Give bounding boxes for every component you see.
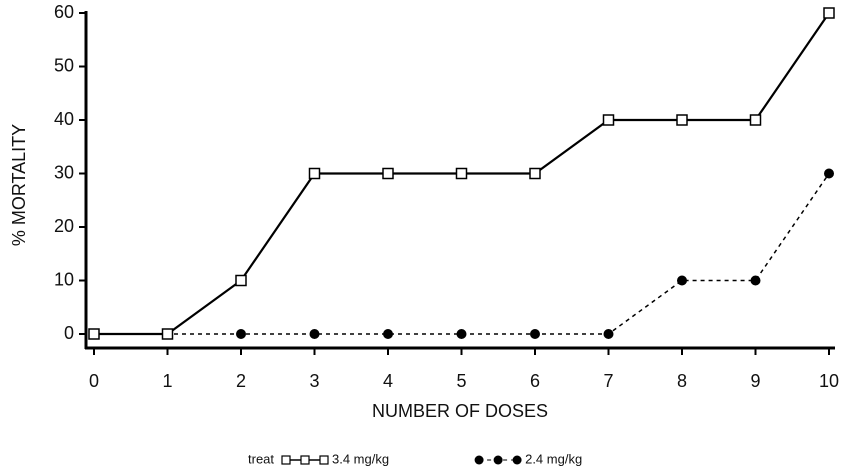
y-tick-label: 40 <box>54 109 74 129</box>
point <box>749 114 762 126</box>
point <box>677 275 687 286</box>
x-tick-label: 0 <box>89 371 99 391</box>
y-tick-label: 10 <box>54 269 74 289</box>
legend-marker <box>300 455 310 465</box>
legend-title: treat <box>248 451 274 466</box>
point <box>676 114 688 126</box>
x-tick-label: 4 <box>383 371 393 391</box>
legend-marker <box>281 455 291 465</box>
point <box>529 167 541 180</box>
point <box>455 167 468 180</box>
y-tick-label: 60 <box>54 2 74 22</box>
y-tick-label: 30 <box>54 162 74 182</box>
legend-marker <box>319 455 329 465</box>
x-tick-label: 3 <box>309 371 319 391</box>
legend-marker <box>474 455 484 465</box>
series-line <box>94 173 830 335</box>
point <box>750 275 761 286</box>
point <box>530 329 540 339</box>
point <box>603 329 614 339</box>
point <box>236 329 246 339</box>
point <box>383 329 393 339</box>
point <box>824 168 834 179</box>
x-tick-label: 9 <box>750 371 760 391</box>
legend-label: 3.4 mg/kg <box>332 451 389 466</box>
point <box>161 328 174 340</box>
point <box>823 7 835 19</box>
point <box>235 274 247 287</box>
x-tick-label: 10 <box>819 371 839 391</box>
point <box>602 114 615 126</box>
y-tick-label: 20 <box>54 216 74 236</box>
point <box>309 329 320 339</box>
x-tick-label: 5 <box>456 371 466 391</box>
point <box>308 167 321 180</box>
legend-marker <box>512 455 522 465</box>
y-axis-title: % MORTALITY <box>9 124 29 246</box>
point <box>456 329 467 339</box>
x-tick-label: 6 <box>530 371 540 391</box>
y-tick-label: 0 <box>64 323 74 343</box>
legend-label: 2.4 mg/kg <box>525 451 582 466</box>
x-tick-label: 1 <box>162 371 172 391</box>
point <box>88 328 100 340</box>
x-axis-title: NUMBER OF DOSES <box>372 401 548 421</box>
x-tick-label: 7 <box>603 371 613 391</box>
point <box>382 167 394 180</box>
x-tick-label: 2 <box>236 371 246 391</box>
legend-marker <box>493 455 503 465</box>
x-tick-label: 8 <box>677 371 687 391</box>
y-tick-label: 50 <box>54 55 74 75</box>
